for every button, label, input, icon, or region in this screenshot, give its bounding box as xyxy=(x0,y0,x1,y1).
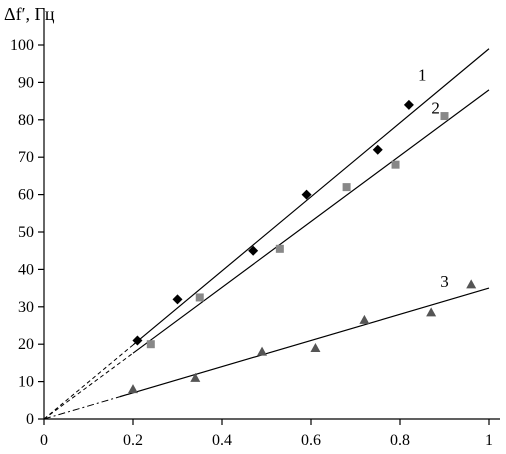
data-point-diamond xyxy=(132,335,143,346)
data-point-diamond xyxy=(403,99,414,110)
y-tick-label: 70 xyxy=(18,149,34,166)
fit-line-extrapolation xyxy=(43,396,120,420)
series-label: 2 xyxy=(431,98,440,117)
series-label: 3 xyxy=(440,272,449,291)
x-tick-label: 1 xyxy=(485,432,493,449)
data-point-triangle xyxy=(310,342,321,352)
y-tick-label: 100 xyxy=(10,37,34,54)
fit-line-extrapolation xyxy=(43,344,134,420)
y-axis-title: Δf′, Гц xyxy=(4,4,55,24)
y-tick-label: 60 xyxy=(18,187,34,204)
data-point-square xyxy=(195,293,204,302)
fit-line xyxy=(132,48,490,346)
x-tick-label: 0.2 xyxy=(123,432,143,449)
x-tick-label: 0.4 xyxy=(212,432,232,449)
data-point-triangle xyxy=(426,307,437,317)
data-point-diamond xyxy=(248,245,259,256)
y-tick-label: 10 xyxy=(18,374,34,391)
y-tick-label: 20 xyxy=(18,336,34,353)
data-point-triangle xyxy=(190,372,201,382)
data-point-triangle xyxy=(466,279,477,289)
y-tick-label: 30 xyxy=(18,299,34,316)
y-tick-label: 50 xyxy=(18,224,34,241)
data-point-triangle xyxy=(128,384,138,394)
data-point-square xyxy=(391,160,400,169)
data-point-triangle xyxy=(359,314,370,324)
series-label: 1 xyxy=(418,65,427,84)
fit-line-extrapolation xyxy=(43,352,134,420)
data-point-square xyxy=(440,112,449,121)
x-tick-label: 0.6 xyxy=(301,432,321,449)
x-tick-label: 0.8 xyxy=(390,432,410,449)
data-point-square xyxy=(342,183,351,192)
data-point-diamond xyxy=(372,144,383,155)
labels: Δf′, Гц 12 3 xyxy=(4,4,449,291)
data-point-triangle xyxy=(257,346,268,356)
data-point-square xyxy=(275,244,284,253)
y-tick-label: 40 xyxy=(18,261,34,278)
y-tick-label: 0 xyxy=(26,411,34,428)
x-tick-label: 0 xyxy=(40,432,48,449)
data-point-diamond xyxy=(301,189,312,200)
y-tick-label: 90 xyxy=(18,74,34,91)
y-tick-label: 80 xyxy=(18,112,34,129)
fit-lines xyxy=(43,48,490,420)
fit-line xyxy=(132,89,490,354)
data-point-diamond xyxy=(172,294,183,305)
data-points xyxy=(128,99,477,394)
data-point-square xyxy=(146,340,155,349)
fit-line xyxy=(119,287,490,398)
